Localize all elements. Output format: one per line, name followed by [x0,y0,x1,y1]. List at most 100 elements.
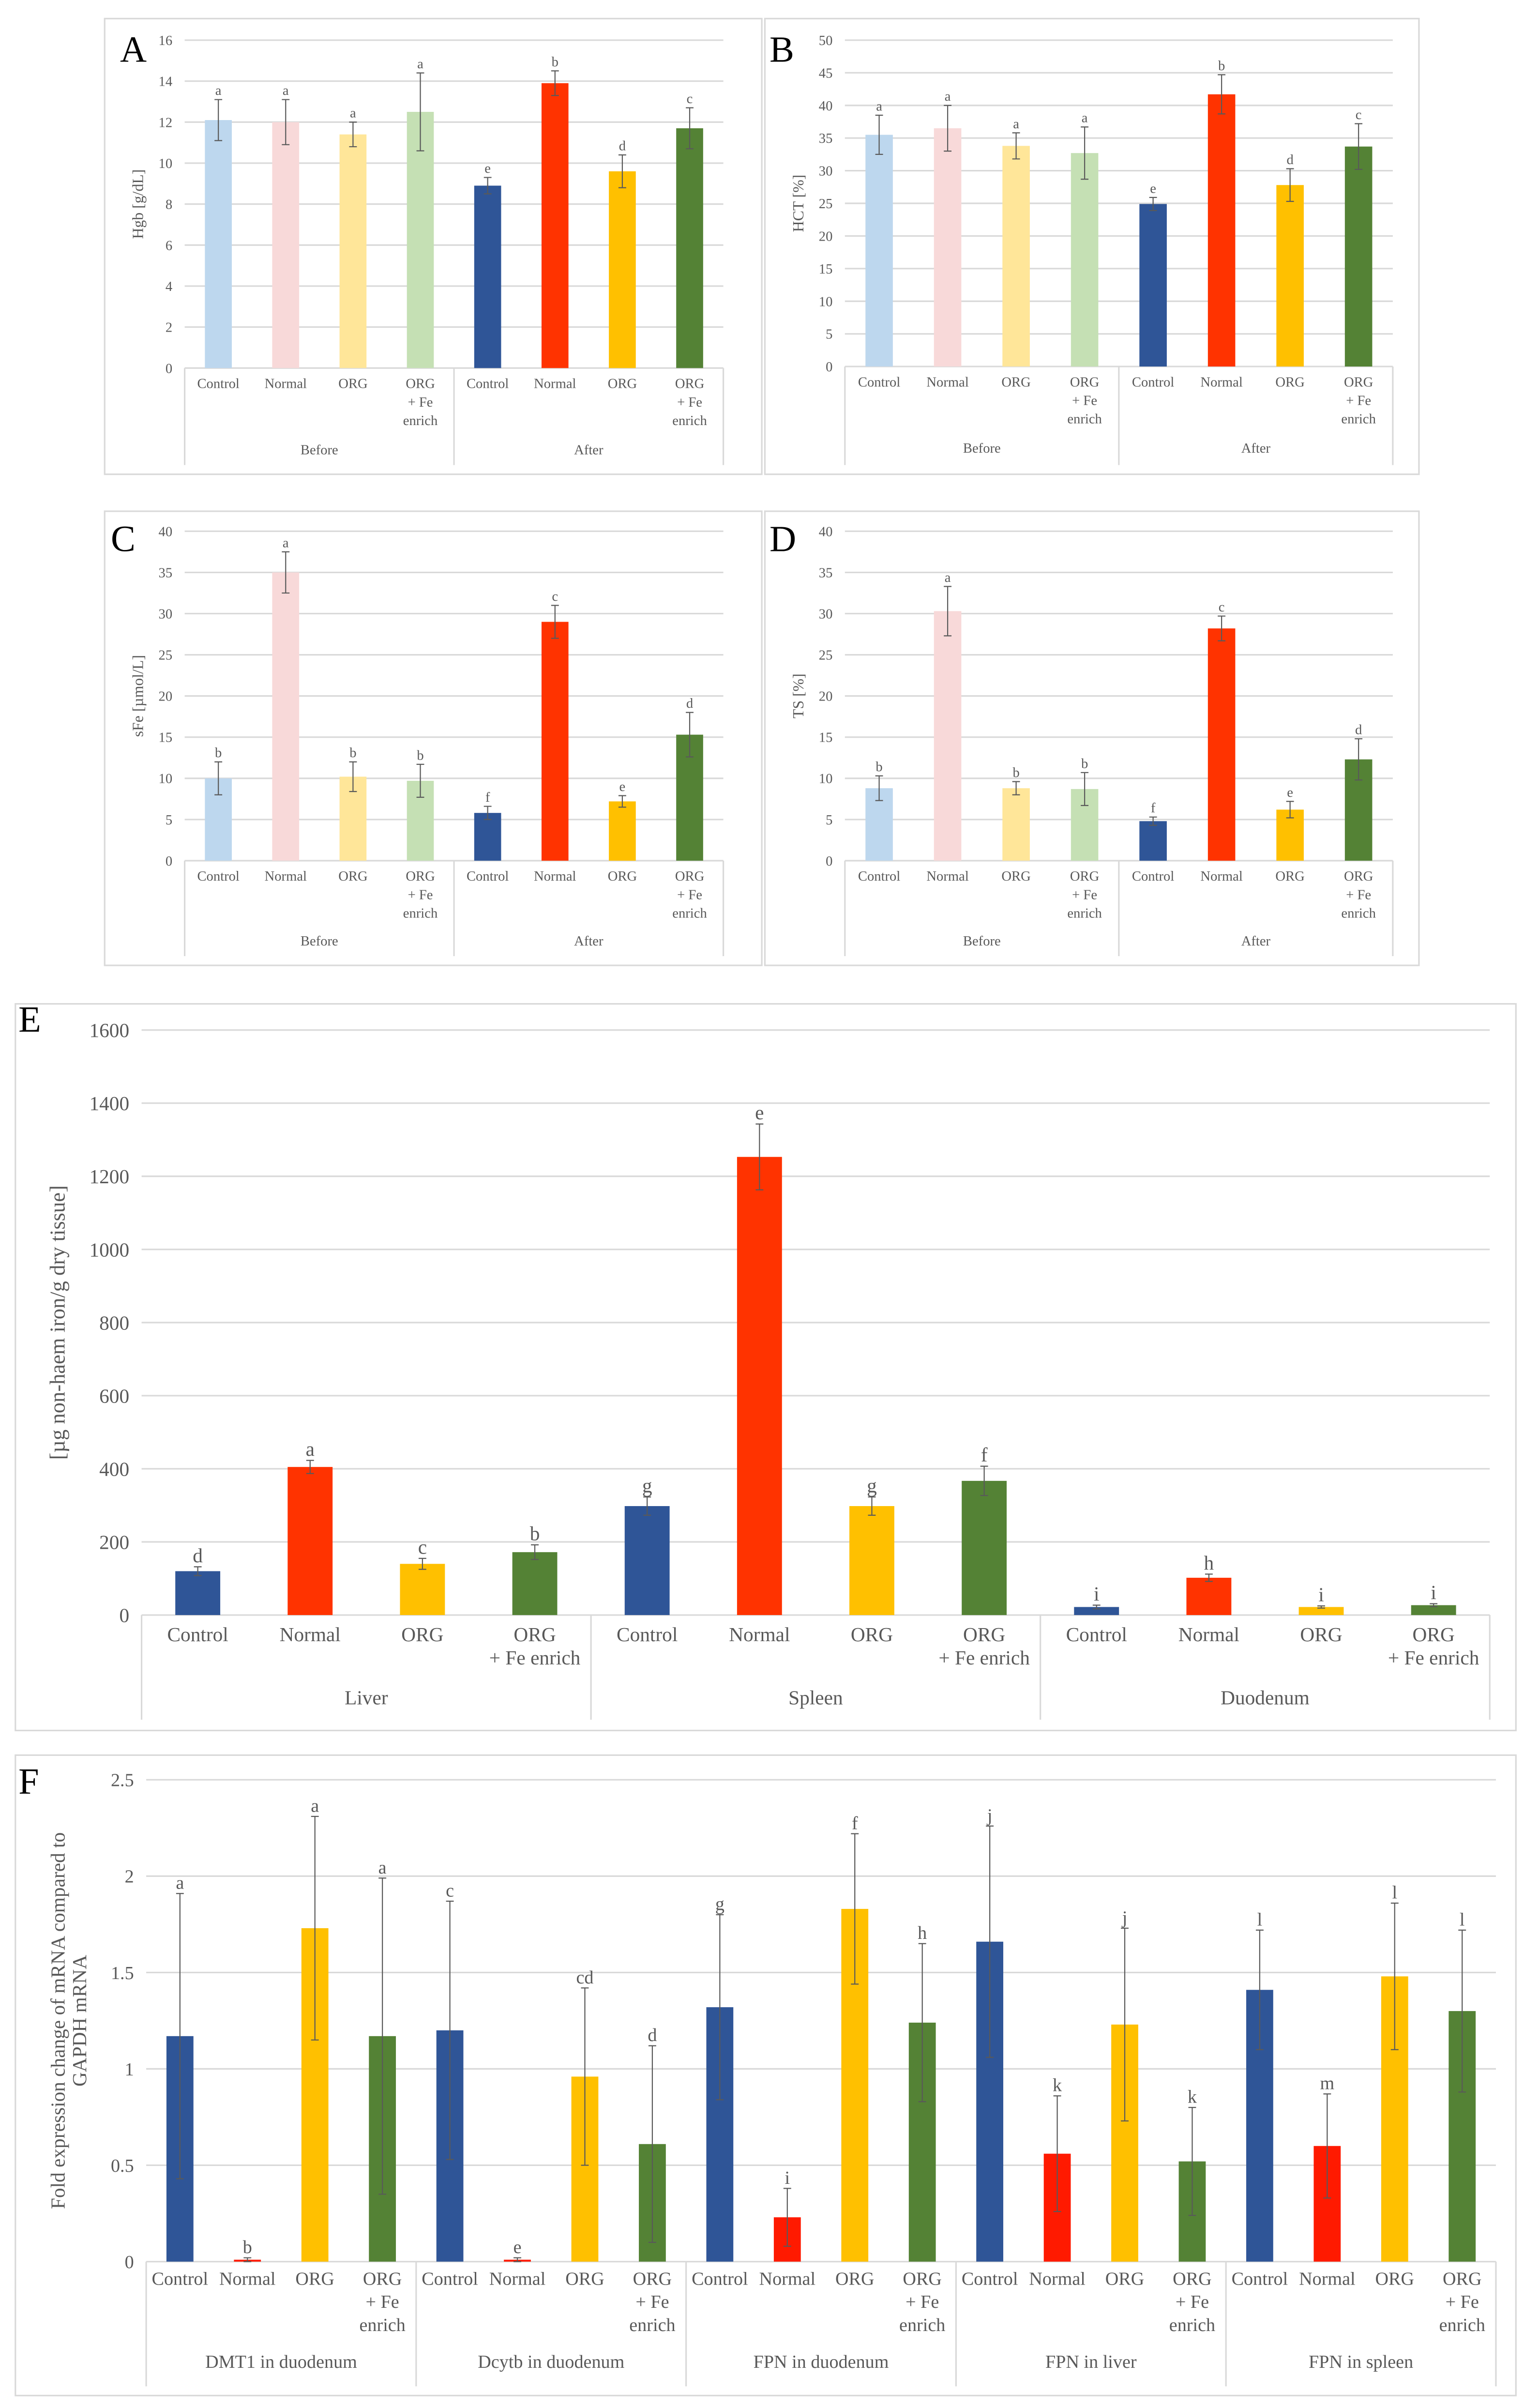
category-label: Control [152,2269,209,2289]
y-axis-label: [µg non-haem iron/g dry tissue] [45,1185,70,1460]
category-label: ORG [513,1623,556,1646]
significance-letter: a [283,535,289,550]
y-tick-label: 8 [166,197,172,213]
category-label: ORG [608,376,637,392]
category-label: Normal [534,376,576,392]
panel-frame [104,510,763,966]
y-tick-label: 40 [819,98,833,114]
category-label: Normal [219,2269,276,2289]
significance-letter: d [193,1544,203,1567]
category-label: + Fe [366,2292,399,2312]
bar [609,801,636,861]
category-label: Control [858,374,900,390]
y-tick-label: 10 [159,771,173,787]
category-label: + Fe [635,2292,669,2312]
category-label: ORG [675,869,704,884]
panel-d: D 0 5 10 15 20 25 30 35 40 TS [%] Before b Control a No… [764,510,1420,966]
y-tick-label: 800 [99,1311,129,1334]
group-label: After [1241,933,1271,949]
significance-letter: d [686,696,693,711]
y-tick-label: 20 [819,229,833,244]
bar [865,135,893,367]
category-label: Control [1066,1623,1127,1646]
bar [407,112,434,368]
group-label: Before [301,442,338,457]
y-tick-label: 25 [159,648,173,663]
category-label: enrich [629,2315,675,2335]
category-label: + Fe [677,395,702,410]
y-tick-label: 15 [819,261,833,277]
significance-letter: k [1188,2087,1197,2107]
category-label: Control [1132,869,1174,884]
bar [934,128,962,367]
significance-letter: cd [576,1967,593,1988]
category-label: + Fe [408,395,433,410]
category-label: Control [197,376,239,392]
y-axis-label: GAPDH mRNA [68,1955,91,2087]
y-axis-label: Fold expression change of mRNA compared … [47,1832,69,2209]
category-label: Control [197,869,239,884]
y-tick-label: 1 [125,2059,134,2080]
category-label: + Fe enrich [489,1646,581,1669]
bar [676,128,703,368]
y-tick-label: 10 [159,156,173,171]
panel-frame [764,510,1420,966]
significance-letter: b [875,759,882,775]
category-label: Control [858,869,900,884]
panel-frame [15,1754,1517,2396]
category-label: ORG [1275,374,1304,390]
y-tick-label: 50 [819,33,833,48]
y-tick-label: 1000 [89,1238,129,1261]
bar [737,1157,782,1615]
bar [339,134,367,368]
significance-letter: f [981,1444,988,1466]
panel-a: A 0 2 4 6 8 10 12 14 16 Hgb [g/dL] Before a Control a N… [104,17,763,475]
y-tick-label: 1.5 [111,1963,134,1983]
significance-letter: c [446,1881,454,1901]
category-label: Normal [534,869,576,884]
category-label: ORG [1173,2269,1212,2289]
significance-letter: j [1121,1907,1128,1928]
y-tick-label: 0 [166,361,172,376]
category-label: ORG [565,2269,604,2289]
bar [541,83,569,368]
category-label: ORG [363,2269,402,2289]
significance-letter: a [1013,116,1019,132]
bar [1002,146,1030,367]
category-label: Control [167,1623,228,1646]
y-tick-label: 5 [166,812,172,828]
y-tick-label: 200 [99,1531,129,1553]
category-label: ORG [851,1623,893,1646]
panel-e: E 0 200 400 600 800 1000 1200 1400 1600 [µg non-ha… [15,999,1517,1732]
category-label: Normal [1200,374,1242,390]
y-axis-label: HCT [%] [790,175,807,232]
category-label: ORG [1001,869,1030,884]
y-tick-label: 2.5 [111,1770,134,1791]
bar [1207,94,1236,367]
bar [1411,1605,1456,1615]
category-label: Control [467,376,509,392]
category-label: Control [1132,374,1174,390]
y-axis-label: sFe [µmol/L] [130,655,147,737]
bar [474,813,501,861]
y-tick-label: 400 [99,1458,129,1480]
category-label: + Fe enrich [1388,1646,1479,1669]
category-label: ORG [1443,2269,1482,2289]
y-tick-label: 40 [159,524,173,539]
y-tick-label: 25 [819,648,833,663]
category-label: enrich [359,2315,405,2335]
category-label: enrich [403,413,438,428]
group-label: FPN in liver [1045,2352,1137,2372]
category-label: enrich [672,906,707,921]
significance-letter: a [945,89,951,104]
panel-letter: F [18,1761,39,1802]
panel-f: F 0 0.5 1 1.5 2 2.5 Fold expression change of m… [15,1754,1517,2396]
category-label: ORG [835,2269,875,2289]
group-label: FPN in spleen [1309,2352,1413,2372]
significance-letter: e [619,779,626,794]
category-label: enrich [1067,411,1101,427]
bar [934,611,962,861]
panel-letter: A [120,29,147,70]
significance-letter: a [417,56,423,72]
y-tick-label: 35 [819,131,833,146]
